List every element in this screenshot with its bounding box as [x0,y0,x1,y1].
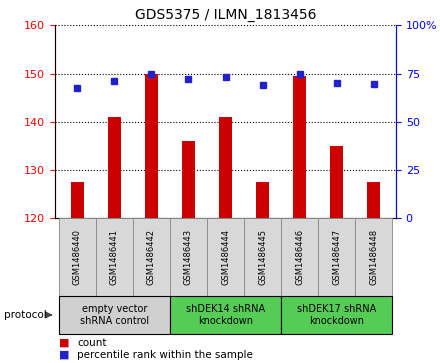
Text: ■: ■ [59,350,70,360]
Bar [367,182,380,218]
Text: GSM1486448: GSM1486448 [369,229,378,285]
Bar [244,218,281,296]
Bar [281,218,318,296]
Bar [71,182,84,218]
Bar [182,141,195,218]
Bar [256,182,269,218]
Text: GSM1486446: GSM1486446 [295,229,304,285]
Bar [145,73,158,218]
Text: GSM1486443: GSM1486443 [184,229,193,285]
Title: GDS5375 / ILMN_1813456: GDS5375 / ILMN_1813456 [135,8,316,22]
Bar [108,117,121,218]
Bar [59,218,96,296]
Text: shDEK17 shRNA
knockdown: shDEK17 shRNA knockdown [297,304,376,326]
Bar [293,76,306,218]
Text: GSM1486442: GSM1486442 [147,229,156,285]
Bar [96,218,133,296]
Text: count: count [77,338,106,348]
Bar [330,146,343,218]
Text: ■: ■ [59,338,70,348]
Bar [355,218,392,296]
Text: GSM1486445: GSM1486445 [258,229,267,285]
Bar [133,218,170,296]
Text: GSM1486444: GSM1486444 [221,229,230,285]
Text: percentile rank within the sample: percentile rank within the sample [77,350,253,360]
Text: protocol: protocol [4,310,47,320]
Text: empty vector
shRNA control: empty vector shRNA control [80,304,149,326]
Text: shDEK14 shRNA
knockdown: shDEK14 shRNA knockdown [186,304,265,326]
Bar [219,117,232,218]
Bar [318,218,355,296]
Text: GSM1486447: GSM1486447 [332,229,341,285]
Bar [59,296,170,334]
Bar [281,296,392,334]
Bar [170,218,207,296]
Bar [170,296,281,334]
Bar [207,218,244,296]
Text: GSM1486440: GSM1486440 [73,229,82,285]
Text: GSM1486441: GSM1486441 [110,229,119,285]
